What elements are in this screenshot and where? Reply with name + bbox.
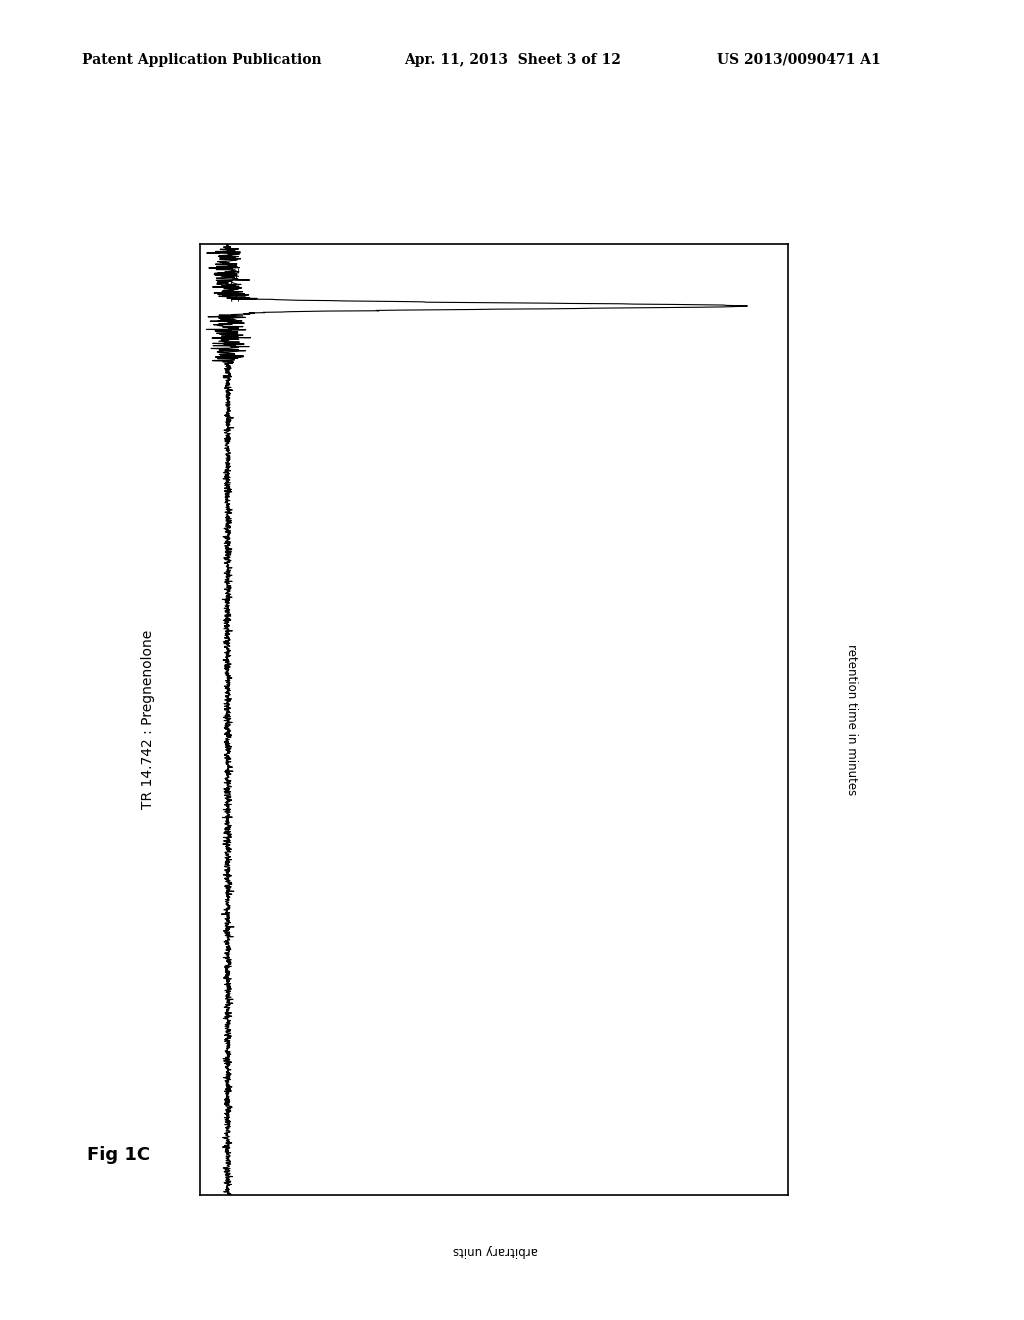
Text: Patent Application Publication: Patent Application Publication — [82, 53, 322, 67]
Text: 14.742: 14.742 — [230, 265, 241, 301]
Text: Fig 1C: Fig 1C — [87, 1146, 151, 1164]
Text: retention time in minutes: retention time in minutes — [846, 644, 858, 795]
Text: Apr. 11, 2013  Sheet 3 of 12: Apr. 11, 2013 Sheet 3 of 12 — [404, 53, 622, 67]
Text: arbitrary units: arbitrary units — [453, 1243, 539, 1257]
Text: US 2013/0090471 A1: US 2013/0090471 A1 — [717, 53, 881, 67]
Text: TR 14.742 : Pregnenolone: TR 14.742 : Pregnenolone — [141, 630, 156, 809]
